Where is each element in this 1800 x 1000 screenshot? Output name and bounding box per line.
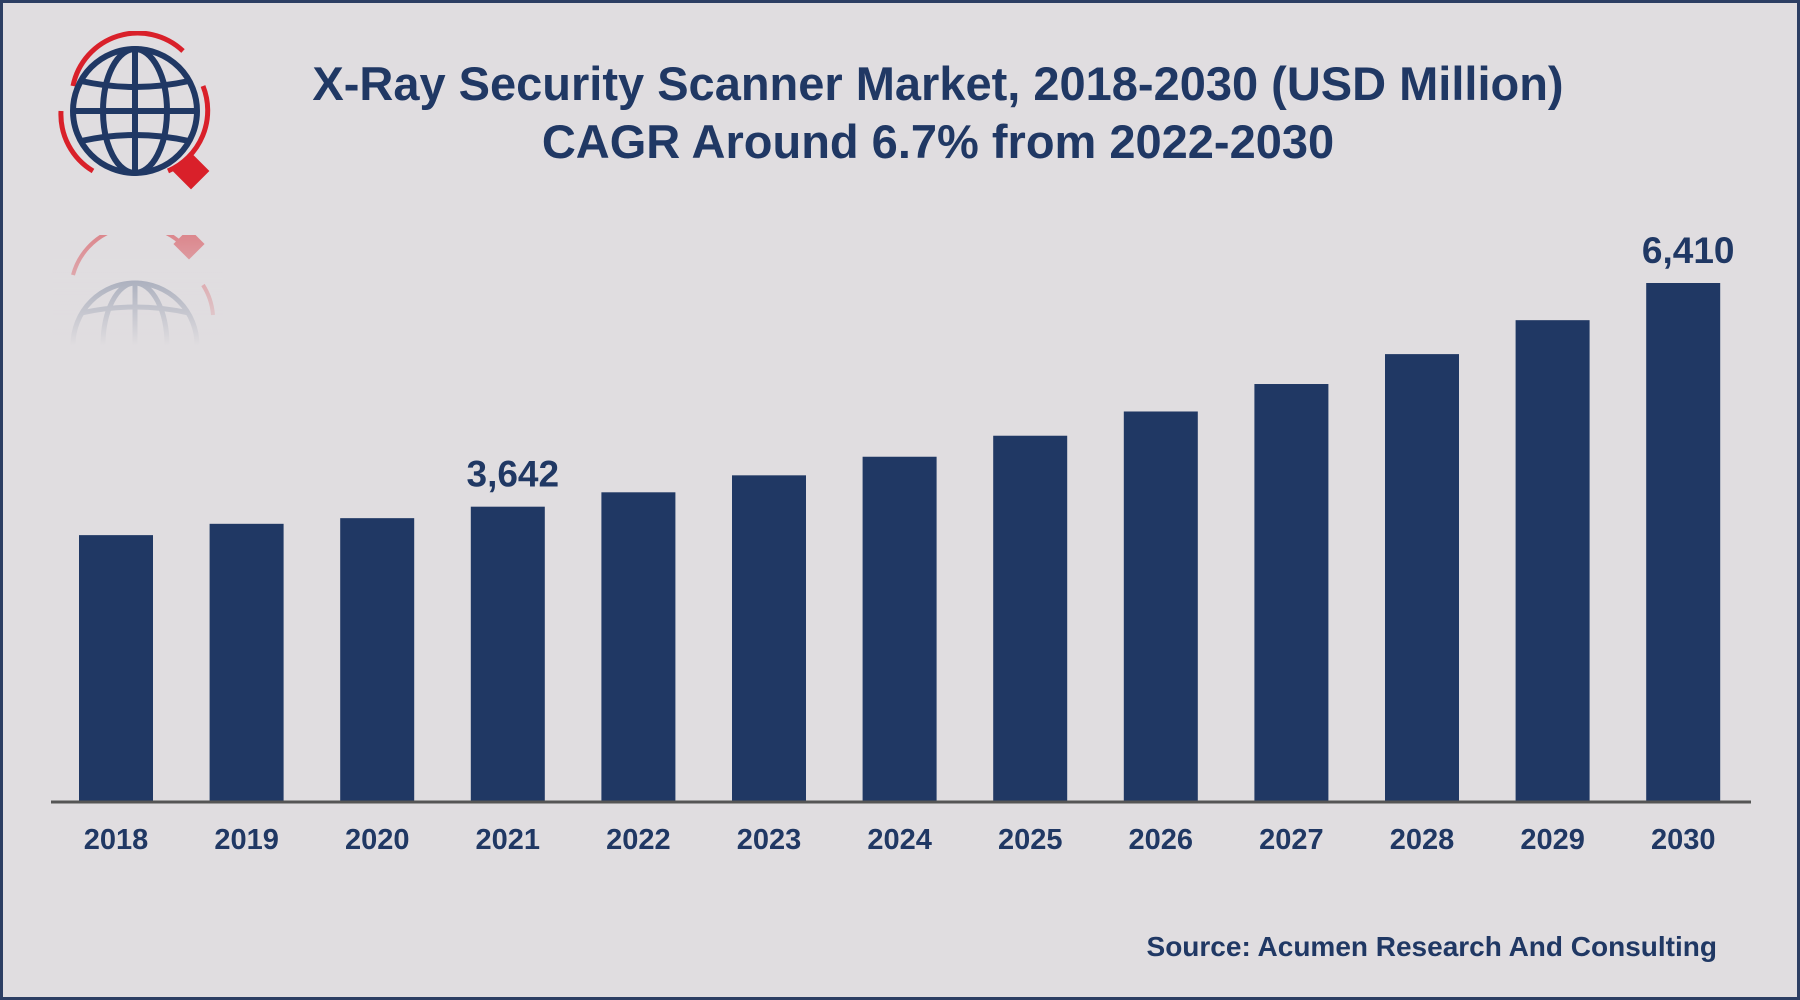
data-label-2021: 3,642 bbox=[467, 454, 560, 495]
globe-magnifier-logo-icon bbox=[58, 31, 211, 190]
x-tick-label-2023: 2023 bbox=[737, 824, 802, 856]
bar-chart: 2018 2019 2020 2021 2022 2023 2024 2025 2026 2027… bbox=[51, 230, 1751, 856]
bar-2020 bbox=[340, 518, 415, 801]
chart-title-line2: CAGR Around 6.7% from 2022-2030 bbox=[541, 115, 1335, 168]
chart-title: X-Ray Security Scanner Market, 2018-2030… bbox=[233, 55, 1643, 171]
x-tick-label-2030: 2030 bbox=[1651, 824, 1716, 856]
bar-2023 bbox=[732, 475, 806, 801]
bar-2024 bbox=[862, 456, 937, 801]
x-tick-label-2028: 2028 bbox=[1390, 824, 1455, 856]
x-tick-label-2022: 2022 bbox=[606, 824, 671, 856]
bar-2027 bbox=[1254, 384, 1329, 801]
data-label-2030: 6,410 bbox=[1642, 230, 1735, 271]
bar-2021 bbox=[470, 506, 545, 801]
x-tick-label-2018: 2018 bbox=[84, 824, 149, 856]
x-tick-label-2027: 2027 bbox=[1259, 824, 1324, 856]
chart-title-line1: X-Ray Security Scanner Market, 2018-2030… bbox=[312, 57, 1564, 110]
x-tick-label-2026: 2026 bbox=[1129, 824, 1194, 856]
x-tick-label-2021: 2021 bbox=[476, 824, 541, 856]
bar-2018 bbox=[79, 535, 153, 801]
logo-reflection-icon bbox=[53, 235, 223, 345]
x-tick-label-2029: 2029 bbox=[1520, 824, 1585, 856]
source-note: Source: Acumen Research And Consulting bbox=[1146, 931, 1717, 962]
bar-2022 bbox=[601, 492, 676, 801]
bar-2030 bbox=[1646, 283, 1721, 801]
bar-2029 bbox=[1515, 320, 1590, 801]
x-tick-label-2024: 2024 bbox=[867, 824, 932, 856]
bar-2028 bbox=[1385, 354, 1459, 801]
bar-2026 bbox=[1123, 411, 1198, 801]
x-tick-label-2020: 2020 bbox=[345, 824, 410, 856]
bar-2025 bbox=[993, 435, 1068, 801]
bar-2019 bbox=[209, 523, 284, 801]
x-tick-label-2025: 2025 bbox=[998, 824, 1063, 856]
x-tick-label-2019: 2019 bbox=[214, 824, 279, 856]
